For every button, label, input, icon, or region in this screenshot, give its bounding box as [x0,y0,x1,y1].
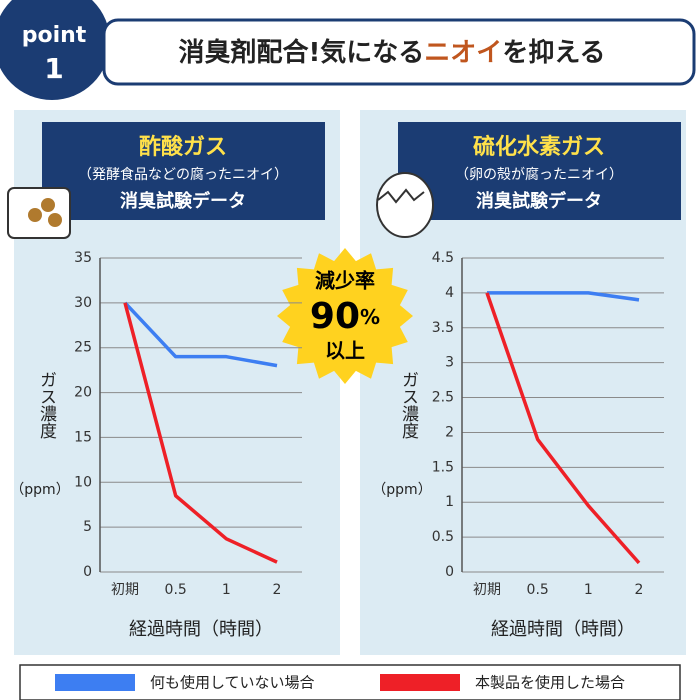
title-start: 消臭剤配合!気になる [178,37,424,68]
page-title: 消臭剤配合!気になるニオイを抑える [178,37,605,68]
badge-text: 減少率 [315,269,375,293]
x-tick-label: 初期 [473,581,501,598]
y-tick-label: 2.5 [432,390,454,406]
badge-number: 90% [310,296,380,337]
y-tick-label: 2 [445,424,454,440]
chart-caption: 消臭試験データ [120,190,246,212]
x-tick-label: 2 [273,582,282,598]
x-tick-label: 1 [584,582,593,598]
y-tick-label: 3.5 [432,320,454,336]
y-tick-label: 5 [83,519,92,535]
x-axis-label: 経過時間（時間） [129,619,273,640]
x-tick-label: 2 [635,582,644,598]
y-tick-label: 15 [74,429,92,445]
legend-frame [19,664,681,700]
y-axis-unit: （ppm） [372,482,431,498]
legend-swatch [55,674,135,691]
data-line [487,291,640,302]
point-number: 1 [44,52,63,85]
chart-subtitle: （発酵食品などの腐ったニオイ） [78,166,288,183]
title-end: を抑える [502,38,605,68]
y-tick-label: 4.5 [432,250,454,266]
x-tick-label: 0.5 [527,582,549,598]
y-tick-label: 35 [74,250,92,266]
legend-label: 本製品を使用した場合 [475,674,625,692]
x-tick-label: 0.5 [165,582,187,598]
y-tick-label: 0.5 [432,529,454,545]
y-tick-label: 4 [445,285,454,301]
chart-caption: 消臭試験データ [476,190,602,212]
egg-icon [376,172,434,238]
data-line [123,301,278,368]
y-axis-label: ガス濃度 [36,371,57,439]
title-frame [102,18,696,86]
x-axis-label: 経過時間（時間） [491,619,635,640]
y-tick-label: 10 [74,474,92,490]
chart-subtitle: （卵の殻が腐ったニオイ） [455,166,623,183]
chart-header [398,122,681,220]
y-tick-label: 20 [74,385,92,401]
badge-unit: % [360,305,380,329]
point-badge [0,0,110,100]
point-word: point [22,23,87,48]
y-tick-label: 3 [445,355,454,371]
legend-swatch [380,674,460,691]
data-line [123,302,278,564]
chart-title: 酢酸ガス [139,135,227,160]
title-highlight: ニオイ [424,38,502,68]
y-tick-label: 30 [74,295,92,311]
y-tick-label: 1 [445,494,454,510]
y-tick-label: 25 [74,340,92,356]
data-line [485,292,641,565]
chart-title: 硫化水素ガス [473,134,605,160]
y-axis-label: ガス濃度 [398,371,419,439]
x-tick-label: 初期 [111,581,139,598]
chart-header [42,122,325,220]
y-tick-label: 1.5 [432,459,454,475]
badge-number-value: 90 [310,296,360,337]
legend-label: 何も使用していない場合 [150,674,315,692]
badge-star [277,248,413,384]
y-tick-label: 0 [83,564,92,580]
y-tick-label: 0 [445,564,454,580]
natto-icon [7,187,71,239]
y-axis-unit: （ppm） [10,482,69,498]
x-tick-label: 1 [222,582,231,598]
badge-text: 以上 [325,339,365,363]
